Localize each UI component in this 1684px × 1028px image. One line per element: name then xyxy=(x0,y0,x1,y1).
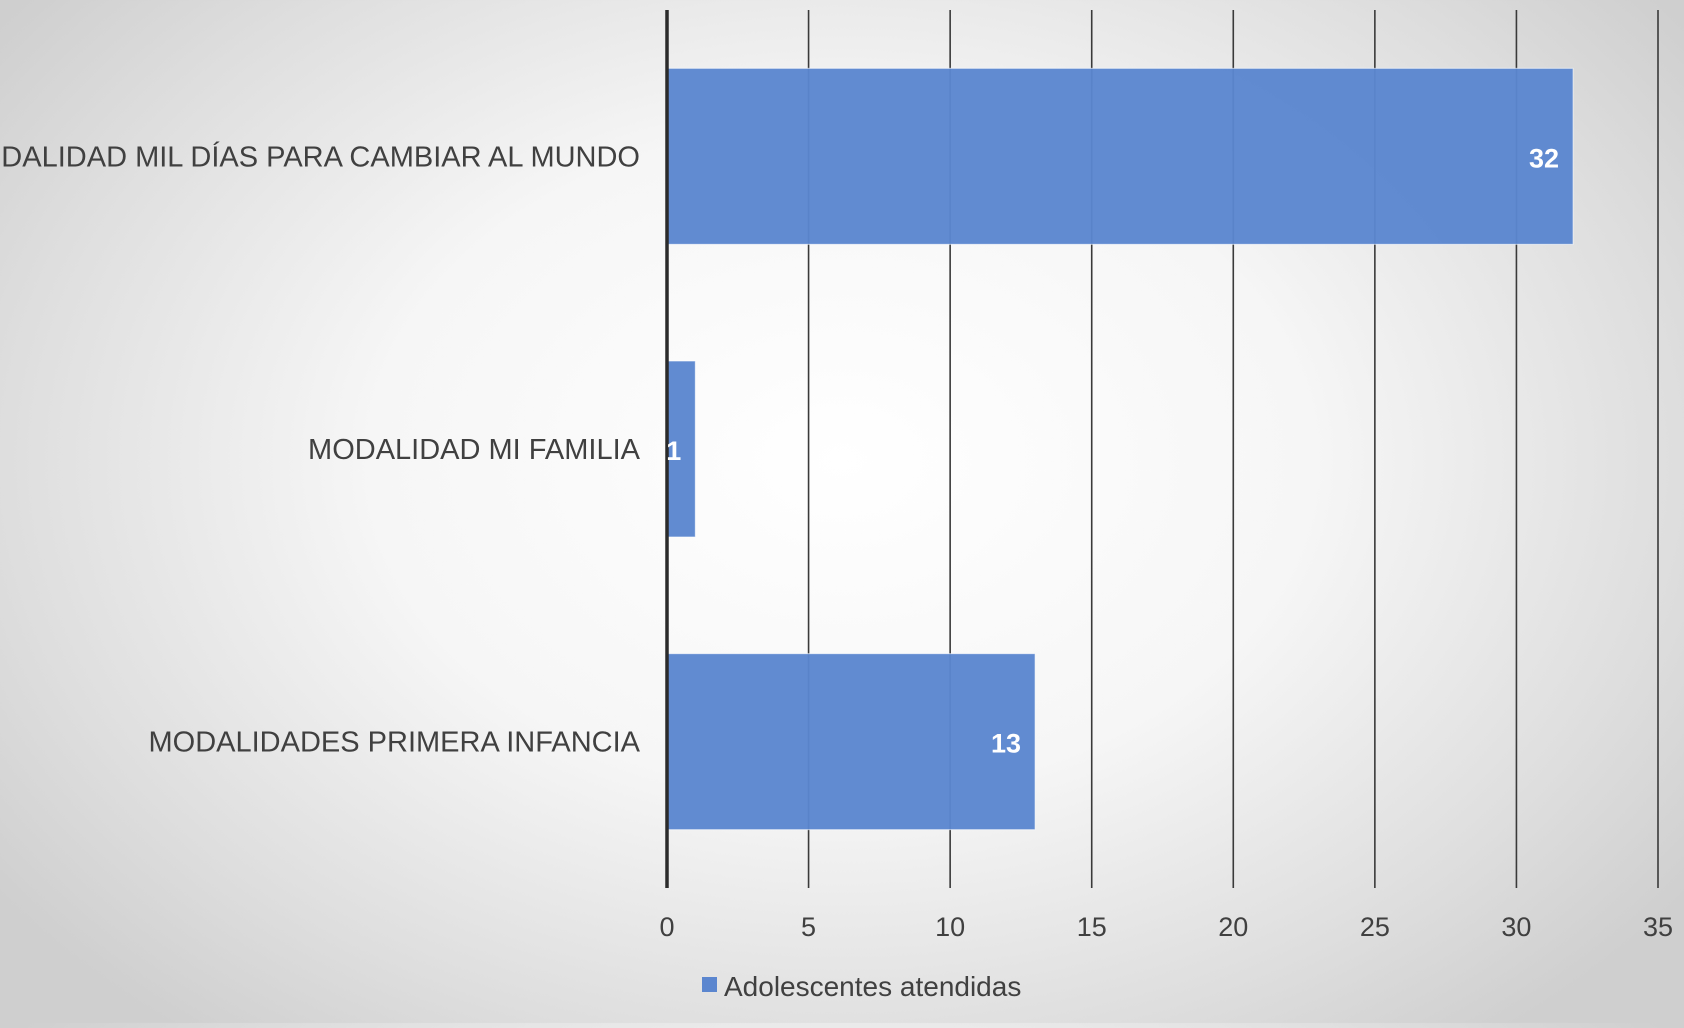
category-label: MODALIDADES PRIMERA INFANCIA xyxy=(149,727,641,759)
legend-label: Adolescentes atendidas xyxy=(724,971,1021,1002)
x-tick-label: 35 xyxy=(1643,912,1673,942)
x-tick-label: 25 xyxy=(1360,912,1390,942)
x-tick-label: 0 xyxy=(659,912,674,942)
x-tick-label: 15 xyxy=(1077,912,1107,942)
x-tick-label: 5 xyxy=(801,912,816,942)
data-label: 13 xyxy=(991,729,1021,759)
legend-swatch xyxy=(702,977,717,992)
category-label: MODALIDAD MIL DÍAS PARA CAMBIAR AL MUNDO xyxy=(0,140,640,173)
data-label: 1 xyxy=(666,436,681,466)
bar xyxy=(666,67,1574,245)
category-label: MODALIDAD MI FAMILIA xyxy=(308,434,641,466)
x-tick-label: 10 xyxy=(935,912,965,942)
x-tick-label: 30 xyxy=(1501,912,1531,942)
legend: Adolescentes atendidas xyxy=(702,971,1021,1002)
labels: 0 5 10 15 20 25 30 35 32 MODALIDAD MIL DÍAS PARA … xyxy=(0,140,1673,942)
bars xyxy=(666,67,1574,831)
data-label: 32 xyxy=(1529,143,1559,173)
x-tick-label: 20 xyxy=(1218,912,1248,942)
bar xyxy=(666,653,1036,831)
